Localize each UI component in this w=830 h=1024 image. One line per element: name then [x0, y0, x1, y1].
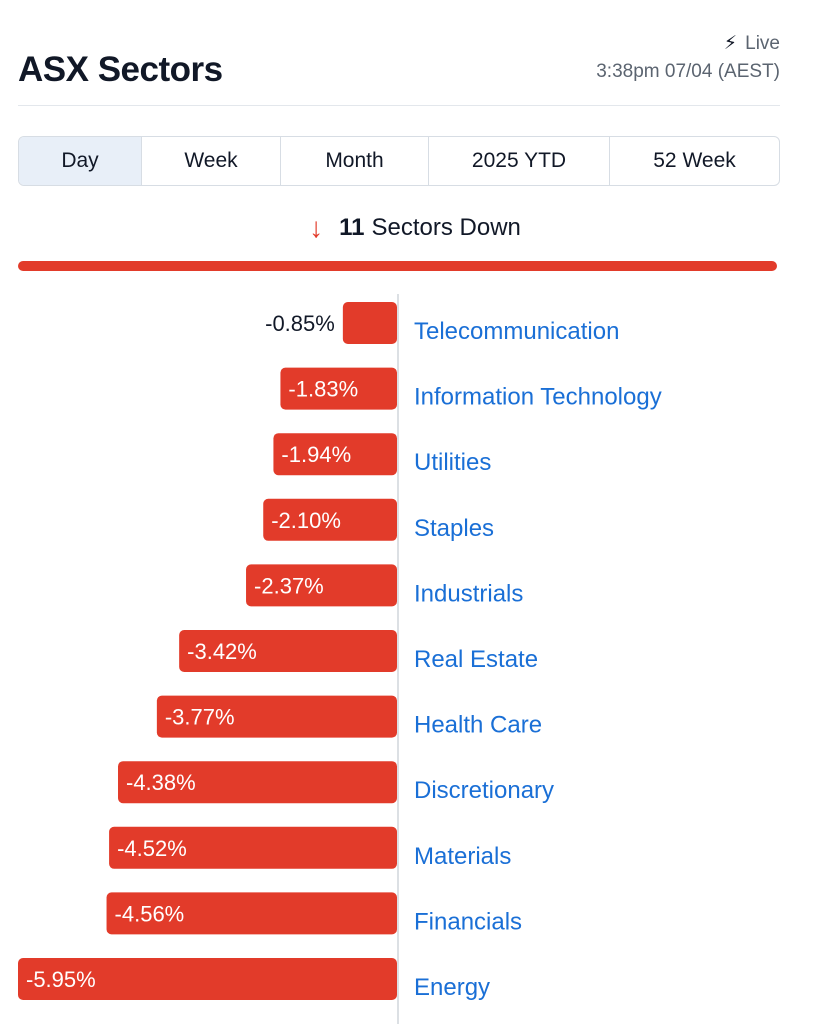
value-label-utilities: -1.94%: [281, 442, 351, 467]
sector-link-staples[interactable]: Staples: [414, 515, 494, 542]
live-label: Live: [745, 32, 780, 54]
tab-month[interactable]: Month: [281, 137, 429, 185]
tab-day[interactable]: Day: [19, 137, 142, 185]
period-tabs: Day Week Month 2025 YTD 52 Week: [18, 136, 780, 186]
sector-link-utilities[interactable]: Utilities: [414, 449, 491, 476]
sector-link-discretionary[interactable]: Discretionary: [414, 777, 554, 804]
sector-link-financials[interactable]: Financials: [414, 908, 522, 935]
tab-2025-ytd[interactable]: 2025 YTD: [429, 137, 610, 185]
page-title: ASX Sectors: [18, 50, 223, 89]
value-label-staples: -2.10%: [271, 508, 341, 533]
value-label-industrials: -2.37%: [254, 573, 324, 598]
value-label-materials: -4.52%: [117, 836, 187, 861]
value-label-financials: -4.56%: [115, 901, 185, 926]
sector-link-energy[interactable]: Energy: [414, 974, 490, 1001]
bar-telecommunication: [342, 302, 397, 344]
sectors-summary: ↓ 11 Sectors Down: [0, 214, 830, 242]
timestamp: 3:38pm 07/04 (AEST): [596, 61, 780, 82]
tab-52-week[interactable]: 52 Week: [653, 149, 736, 172]
bar-discretionary: [118, 761, 398, 804]
value-label-discretionary: -4.38%: [126, 770, 196, 795]
bar-information-technology: [280, 367, 397, 410]
bar-materials: [109, 826, 397, 869]
live-indicator: ⚡︎ Live: [724, 32, 780, 55]
sectors-down-text: Sectors Down: [371, 214, 521, 241]
bar-financials: [106, 892, 398, 935]
bar-utilities: [273, 433, 397, 476]
value-label-real-estate: -3.42%: [187, 639, 257, 664]
value-label-health-care: -3.77%: [165, 705, 235, 730]
sector-link-materials[interactable]: Materials: [414, 843, 511, 870]
sectors-down-count: 11: [339, 214, 365, 241]
sector-link-telecommunication[interactable]: Telecommunication: [414, 318, 619, 345]
bar-industrials: [246, 564, 397, 607]
sector-link-real-estate[interactable]: Real Estate: [414, 646, 538, 673]
value-label-information-technology: -1.83%: [288, 377, 358, 402]
value-label-energy: -5.95%: [26, 967, 96, 992]
bar-real-estate: [179, 630, 397, 672]
arrow-down-icon: ↓: [309, 212, 324, 243]
sector-link-health-care[interactable]: Health Care: [414, 712, 542, 739]
value-label-telecommunication: -0.85%: [265, 311, 335, 336]
sector-performance-chart: -0.85% Telecommunication -1.83% Information…: [18, 294, 662, 1024]
lightning-bolt-icon: ⚡︎: [723, 33, 738, 54]
bar-staples: [263, 498, 397, 541]
sector-link-industrials[interactable]: Industrials: [414, 580, 523, 607]
sectors-summary-bar: [18, 261, 777, 271]
bar-health-care: [156, 695, 397, 738]
sector-link-information-technology[interactable]: Information Technology: [414, 384, 662, 411]
header: ASX Sectors ⚡︎ Live 3:38pm 07/04 (AEST): [18, 28, 780, 106]
bar-energy: [18, 958, 397, 1000]
tab-week[interactable]: Week: [142, 137, 281, 185]
